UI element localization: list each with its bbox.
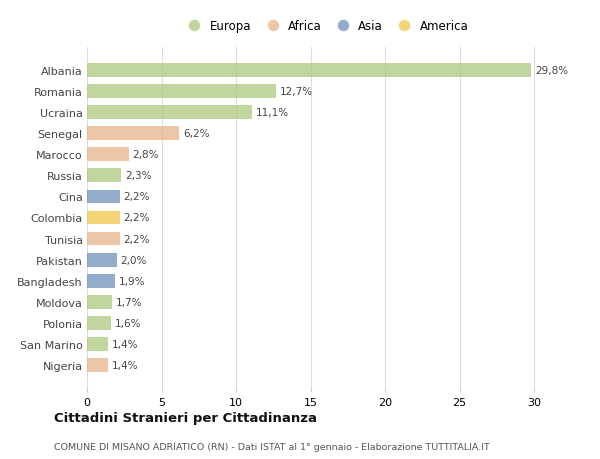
Legend: Europa, Africa, Asia, America: Europa, Africa, Asia, America (182, 20, 469, 33)
Bar (87, 232, 120, 246)
Bar (87, 85, 277, 98)
Text: 2,8%: 2,8% (133, 150, 159, 160)
Text: 29,8%: 29,8% (535, 66, 568, 75)
Text: 1,9%: 1,9% (119, 276, 146, 286)
Text: 2,0%: 2,0% (121, 255, 147, 265)
Text: 1,4%: 1,4% (112, 340, 138, 349)
Bar (87, 317, 111, 330)
Bar (87, 211, 120, 225)
Bar (87, 359, 108, 372)
Text: COMUNE DI MISANO ADRIATICO (RN) - Dati ISTAT al 1° gennaio - Elaborazione TUTTIT: COMUNE DI MISANO ADRIATICO (RN) - Dati I… (54, 442, 490, 451)
Bar (87, 190, 120, 204)
Text: 2,2%: 2,2% (124, 234, 150, 244)
Bar (87, 253, 117, 267)
Bar (87, 148, 129, 162)
Text: 12,7%: 12,7% (280, 87, 313, 96)
Bar (87, 106, 253, 119)
Bar (87, 296, 112, 309)
Text: 1,7%: 1,7% (116, 297, 143, 308)
Text: 1,4%: 1,4% (112, 361, 138, 370)
Bar (87, 169, 121, 183)
Text: Cittadini Stranieri per Cittadinanza: Cittadini Stranieri per Cittadinanza (54, 412, 317, 425)
Text: 2,2%: 2,2% (124, 192, 150, 202)
Bar (87, 274, 115, 288)
Text: 11,1%: 11,1% (256, 108, 289, 118)
Text: 2,2%: 2,2% (124, 213, 150, 223)
Text: 2,3%: 2,3% (125, 171, 152, 181)
Bar (87, 338, 108, 351)
Bar (87, 64, 531, 77)
Text: 6,2%: 6,2% (183, 129, 209, 139)
Bar (87, 127, 179, 140)
Text: 1,6%: 1,6% (115, 319, 141, 328)
